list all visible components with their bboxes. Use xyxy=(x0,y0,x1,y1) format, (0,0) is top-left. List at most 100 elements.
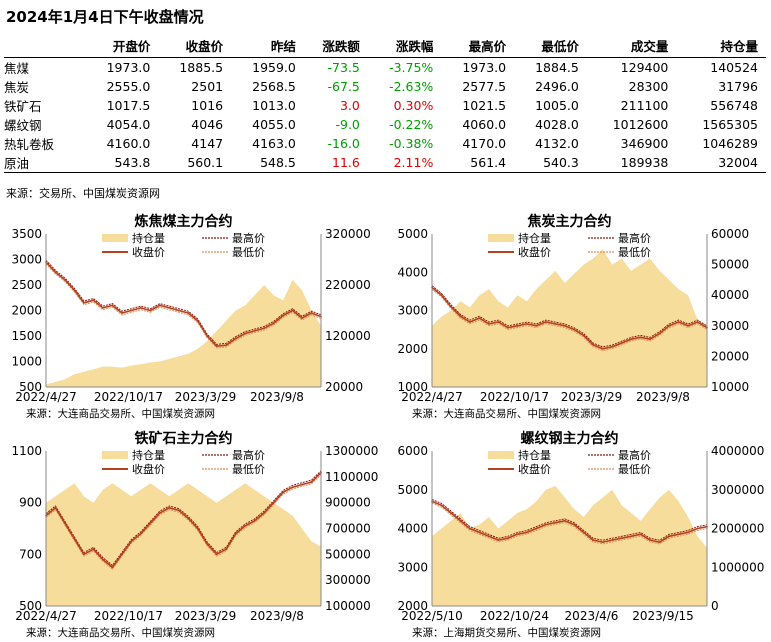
legend-label: 收盘价 xyxy=(132,245,165,259)
y-left-tick-label: 3000 xyxy=(397,304,428,318)
series-open-interest-area xyxy=(432,249,707,387)
column-header xyxy=(4,35,86,58)
close-point xyxy=(225,548,228,551)
table-cell-close: 1016 xyxy=(191,98,224,113)
y-right-tick-label: 60000 xyxy=(711,227,749,241)
close-point xyxy=(592,539,595,541)
table-cell-name: 螺纹钢 xyxy=(4,118,42,133)
chart-title: 炼焦煤主力合约 xyxy=(135,213,233,230)
close-point xyxy=(554,323,557,325)
close-point xyxy=(206,335,209,337)
table-cell-vol: 28300 xyxy=(628,79,669,94)
close-point xyxy=(54,506,57,509)
close-point xyxy=(64,522,66,525)
table-row: 焦炭 2555.0 2501 2568.5 -67.5 -2.63% 2577.5 2496.… xyxy=(4,77,766,96)
x-tick-label: 2023/9/8 xyxy=(250,390,304,404)
column-header: 开盘价 xyxy=(85,35,159,58)
table-cell-vol: 189938 xyxy=(586,153,677,173)
series-low-line xyxy=(45,263,322,349)
table-cell-prev: 1013.0 xyxy=(252,98,296,113)
close-point xyxy=(263,512,265,514)
close-point xyxy=(177,509,180,512)
table-cell-chg: 3.0 xyxy=(339,98,360,113)
y-left-tick-label: 3000 xyxy=(397,560,428,574)
table-header-row: 开盘价 收盘价 昨结 涨跌额 涨跌幅 最高价 最低价 成交量 持仓量 xyxy=(4,35,766,58)
table-cell-pct: 0.30% xyxy=(393,98,434,113)
table-cell-name: 热轧卷板 xyxy=(4,137,55,152)
x-tick-label: 2023/3/29 xyxy=(561,390,623,404)
table-cell-chg: 11.6 xyxy=(303,153,368,173)
legend-swatch-open-interest xyxy=(488,451,514,459)
close-point xyxy=(649,539,651,541)
table-cell-low: 540.3 xyxy=(514,153,587,173)
series-high-line xyxy=(45,470,322,567)
table-cell-name: 焦煤 xyxy=(4,61,30,76)
close-point xyxy=(282,491,284,494)
close-point xyxy=(497,539,500,541)
close-point xyxy=(516,533,519,536)
legend-label: 最高价 xyxy=(232,231,265,245)
close-point xyxy=(687,531,689,534)
close-point xyxy=(450,305,452,308)
close-point xyxy=(573,523,576,526)
series-close-line xyxy=(45,261,322,348)
close-point xyxy=(177,309,180,312)
y-left-tick-label: 700 xyxy=(19,547,42,561)
close-point xyxy=(488,535,490,538)
legend-label: 最高价 xyxy=(618,231,651,245)
legend-label: 持仓量 xyxy=(518,231,551,245)
column-header: 持仓量 xyxy=(676,35,766,58)
close-point xyxy=(544,523,547,526)
y-left-tick-label: 4000 xyxy=(397,265,428,279)
y-right-tick-label: 320000 xyxy=(325,227,371,241)
y-right-tick-label: 120000 xyxy=(325,329,371,343)
close-point xyxy=(253,519,256,522)
table-cell-oi: 1046289 xyxy=(702,136,758,151)
y-left-tick-label: 6000 xyxy=(397,444,428,458)
close-point xyxy=(168,506,171,509)
column-header: 涨跌额 xyxy=(303,35,368,58)
close-point xyxy=(459,315,462,318)
legend-label: 收盘价 xyxy=(518,245,551,259)
close-point xyxy=(668,535,670,538)
y-left-tick-label: 1000 xyxy=(397,380,428,394)
close-point xyxy=(696,321,699,323)
table-cell-vol: 211100 xyxy=(620,98,669,113)
close-point xyxy=(658,541,661,543)
table-cell-name: 原油 xyxy=(4,153,86,173)
table-cell-high: 1973.0 xyxy=(462,60,507,75)
x-tick-label: 2022/10/17 xyxy=(480,390,549,404)
table-cell-open: 4054.0 xyxy=(106,117,151,132)
column-header: 最高价 xyxy=(441,35,515,58)
close-point xyxy=(149,309,152,312)
chart-title: 焦炭主力合约 xyxy=(527,213,612,230)
close-point xyxy=(92,548,95,551)
y-right-tick-label: 220000 xyxy=(325,278,371,292)
close-point xyxy=(54,271,57,274)
close-point xyxy=(687,324,689,327)
close-point xyxy=(658,332,661,335)
close-point xyxy=(525,531,528,534)
table-cell-name: 焦炭 xyxy=(4,80,30,95)
close-point xyxy=(310,481,313,483)
y-right-tick-label: 0 xyxy=(711,599,719,613)
series-close-line xyxy=(431,500,708,543)
table-source-note: 来源：交易所、中国煤炭资源网 xyxy=(6,187,160,200)
close-point xyxy=(253,330,256,332)
x-tick-label: 2022/4/27 xyxy=(15,609,77,623)
y-left-tick-label: 5000 xyxy=(397,227,428,241)
series-high-line xyxy=(45,259,322,345)
table-cell-oi: 31796 xyxy=(718,79,758,94)
close-point xyxy=(516,324,519,327)
close-point xyxy=(158,304,161,307)
table-row: 原油 543.8 560.1 548.5 11.6 2.11% 561.4 540.3 1899… xyxy=(4,153,766,173)
close-point xyxy=(263,327,265,330)
close-point xyxy=(554,521,557,524)
close-point xyxy=(563,519,566,522)
x-tick-label: 2022/5/10 xyxy=(401,609,463,623)
y-left-tick-label: 3000 xyxy=(11,253,42,267)
legend-swatch-open-interest xyxy=(102,451,128,459)
close-point xyxy=(601,347,604,350)
close-point xyxy=(582,531,585,534)
close-point xyxy=(507,537,509,540)
